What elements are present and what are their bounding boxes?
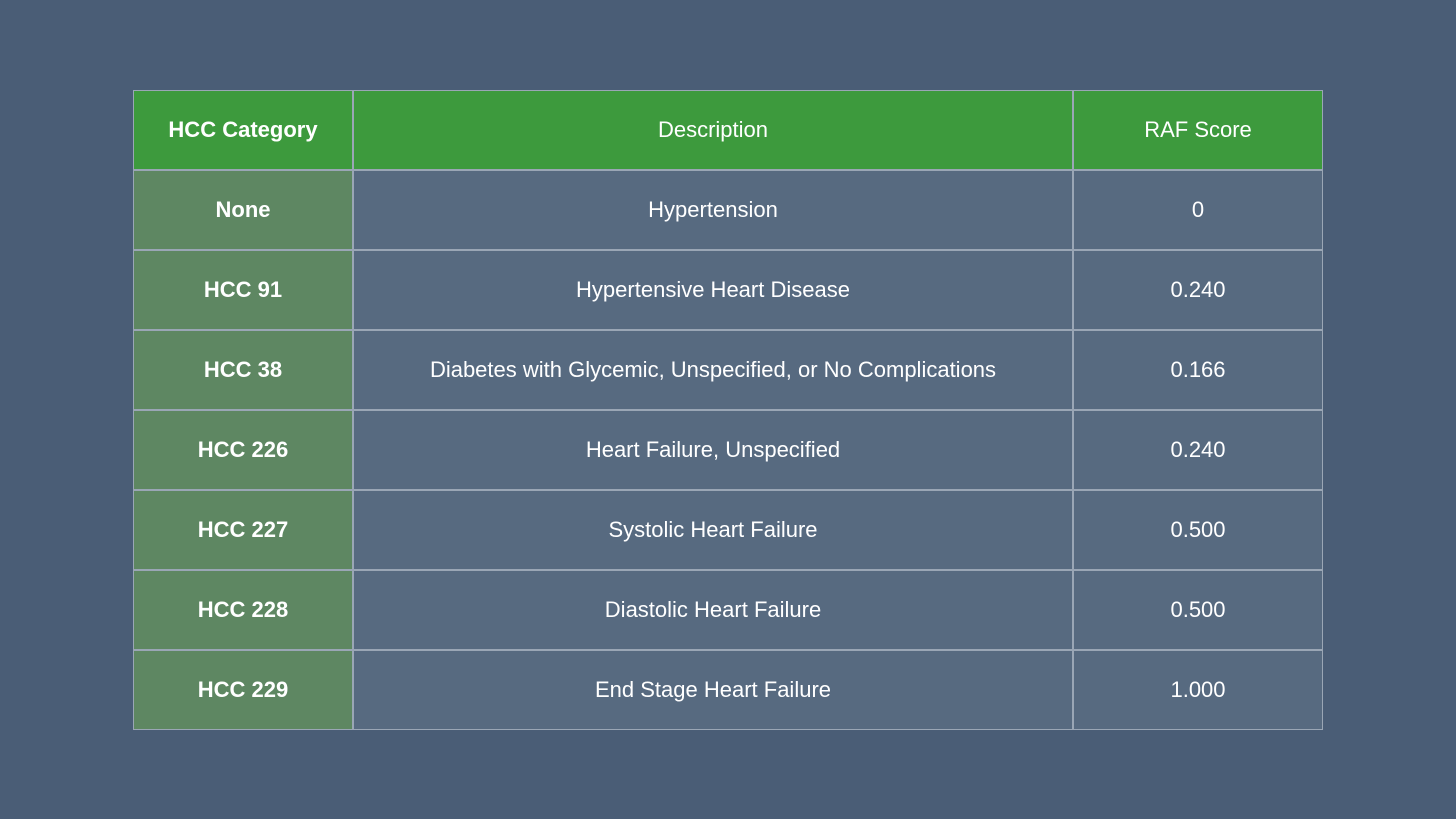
table-row: HCC 227 Systolic Heart Failure 0.500 xyxy=(133,490,1323,570)
cell-raf-score: 0.240 xyxy=(1073,250,1323,330)
cell-description: Diastolic Heart Failure xyxy=(353,570,1073,650)
table-row: None Hypertension 0 xyxy=(133,170,1323,250)
cell-raf-score: 0.240 xyxy=(1073,410,1323,490)
header-hcc-category: HCC Category xyxy=(133,90,353,170)
cell-hcc-category: None xyxy=(133,170,353,250)
cell-hcc-category: HCC 227 xyxy=(133,490,353,570)
cell-hcc-category: HCC 91 xyxy=(133,250,353,330)
table-row: HCC 226 Heart Failure, Unspecified 0.240 xyxy=(133,410,1323,490)
cell-raf-score: 0.500 xyxy=(1073,490,1323,570)
header-raf-score: RAF Score xyxy=(1073,90,1323,170)
cell-description: Hypertension xyxy=(353,170,1073,250)
table-header-row: HCC Category Description RAF Score xyxy=(133,90,1323,170)
cell-description: Hypertensive Heart Disease xyxy=(353,250,1073,330)
cell-raf-score: 1.000 xyxy=(1073,650,1323,730)
cell-description: Heart Failure, Unspecified xyxy=(353,410,1073,490)
header-description: Description xyxy=(353,90,1073,170)
cell-description: Systolic Heart Failure xyxy=(353,490,1073,570)
table-row: HCC 229 End Stage Heart Failure 1.000 xyxy=(133,650,1323,730)
cell-hcc-category: HCC 228 xyxy=(133,570,353,650)
cell-raf-score: 0.500 xyxy=(1073,570,1323,650)
cell-description: Diabetes with Glycemic, Unspecified, or … xyxy=(353,330,1073,410)
cell-hcc-category: HCC 226 xyxy=(133,410,353,490)
table-row: HCC 91 Hypertensive Heart Disease 0.240 xyxy=(133,250,1323,330)
cell-raf-score: 0.166 xyxy=(1073,330,1323,410)
cell-hcc-category: HCC 229 xyxy=(133,650,353,730)
table-row: HCC 228 Diastolic Heart Failure 0.500 xyxy=(133,570,1323,650)
hcc-raf-table: HCC Category Description RAF Score None … xyxy=(133,90,1323,730)
table-row: HCC 38 Diabetes with Glycemic, Unspecifi… xyxy=(133,330,1323,410)
cell-hcc-category: HCC 38 xyxy=(133,330,353,410)
cell-raf-score: 0 xyxy=(1073,170,1323,250)
cell-description: End Stage Heart Failure xyxy=(353,650,1073,730)
